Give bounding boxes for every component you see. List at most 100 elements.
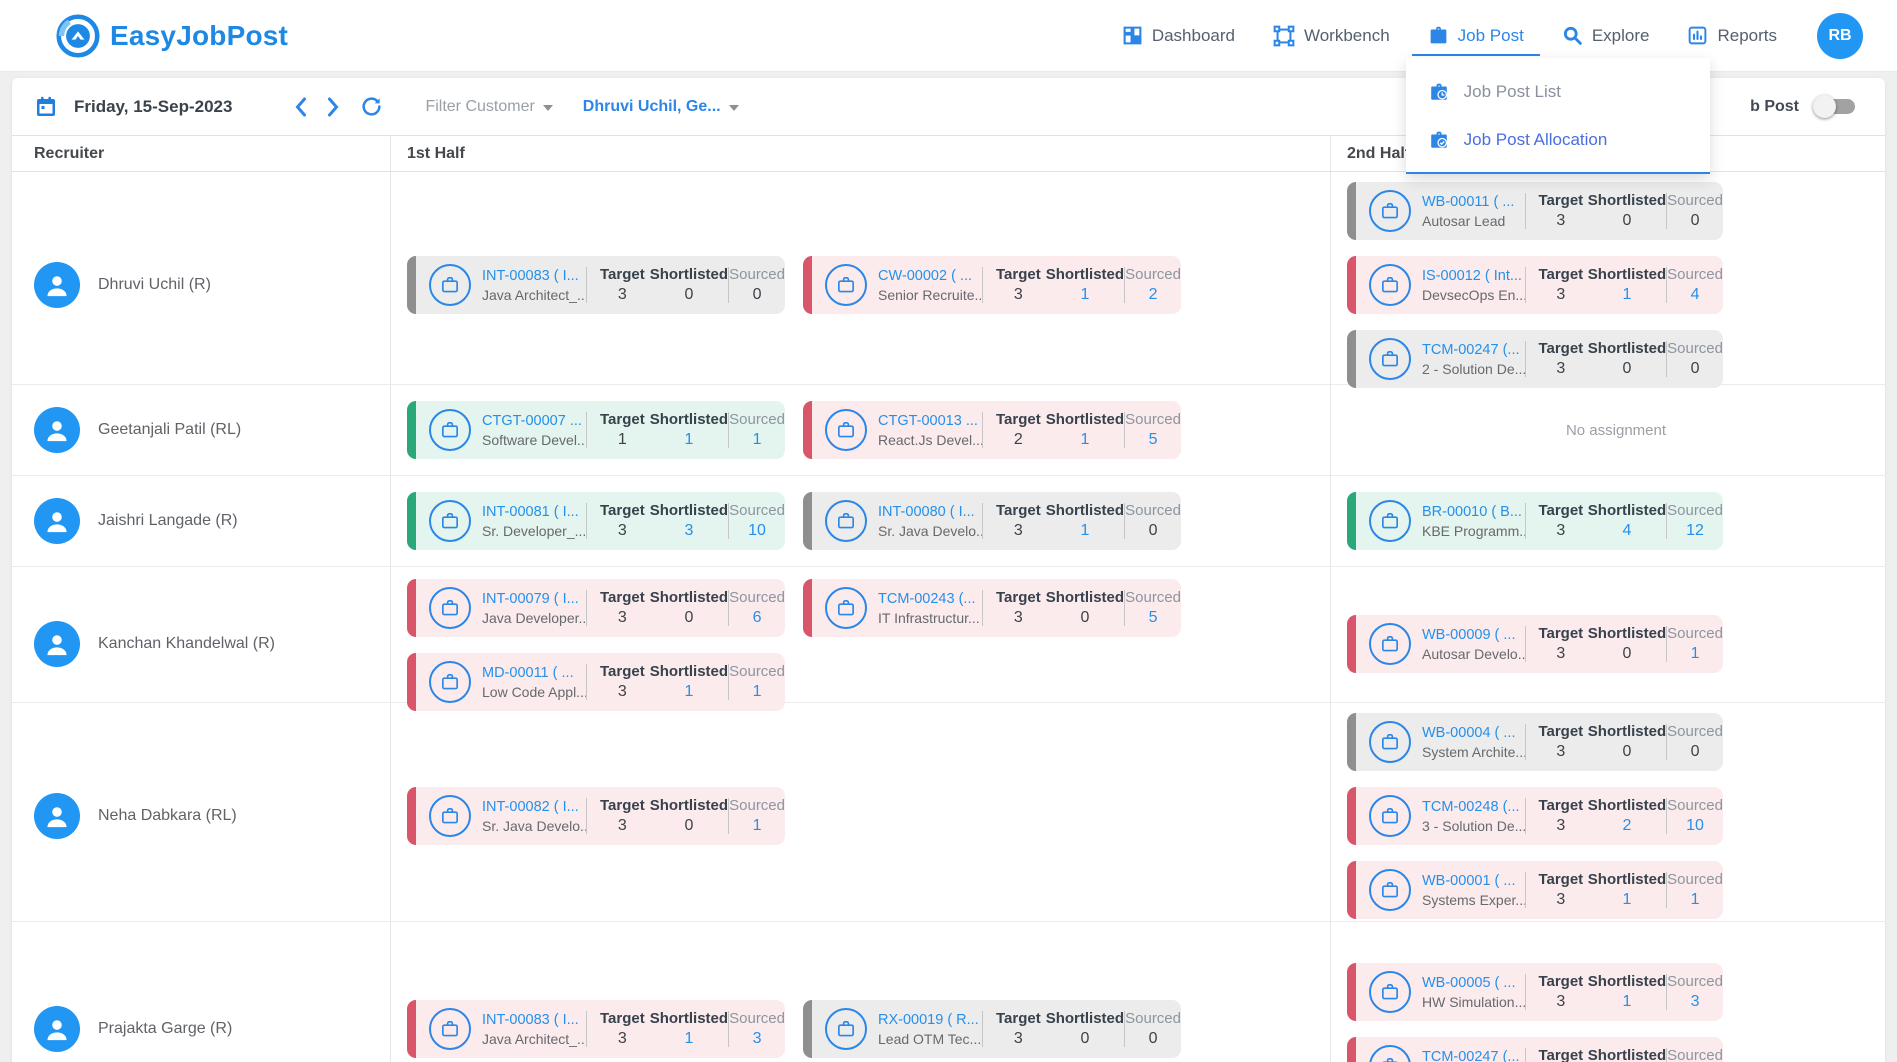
- card-slot: CW-00002 ( ... Senior Recruite... Target…: [803, 182, 1181, 388]
- job-post-id-link[interactable]: TCM-00243 (...: [878, 590, 976, 607]
- shortlisted-stat: Shortlisted 0: [1588, 625, 1666, 663]
- brand[interactable]: EasyJobPost: [56, 13, 288, 58]
- job-post-card[interactable]: CW-00002 ( ... Senior Recruite... Target…: [803, 256, 1181, 314]
- job-post-card[interactable]: TCM-00248 (... 3 - Solution De... Target…: [1347, 787, 1723, 845]
- job-post-id-link[interactable]: INT-00083 ( I...: [482, 267, 579, 284]
- job-post-id-link[interactable]: INT-00081 ( I...: [482, 503, 579, 520]
- target-stat: Target 3: [1534, 871, 1588, 909]
- job-post-titles: INT-00079 ( I... Java Developer...: [482, 591, 586, 626]
- first-half-cell: INT-00083 ( I... Java Architect_... Targ…: [390, 172, 1330, 398]
- job-post-card[interactable]: TCM-00247 (... 2 - Solution De... Target…: [1347, 330, 1723, 388]
- job-post-card[interactable]: WB-00009 ( ... Autosar Develo... Target …: [1347, 615, 1723, 673]
- job-post-id-link[interactable]: IS-00012 ( Int...: [1422, 267, 1522, 284]
- shortlisted-label: Shortlisted: [649, 502, 729, 519]
- sourced-label: Sourced: [1667, 723, 1723, 740]
- job-post-id-link[interactable]: CTGT-00007 ...: [482, 412, 582, 429]
- job-post-id-link[interactable]: INT-00080 ( I...: [878, 503, 975, 520]
- job-post-id-link[interactable]: INT-00083 ( I...: [482, 1011, 579, 1028]
- job-post-card[interactable]: BR-00010 ( B... KBE Programm... Target 3…: [1347, 492, 1723, 550]
- recruiter-cell: Dhruvi Uchil (R): [12, 172, 390, 398]
- job-post-id-link[interactable]: CTGT-00013 ...: [878, 412, 978, 429]
- shortlisted-value: 3: [684, 522, 694, 539]
- dashboard-icon: [1122, 25, 1143, 46]
- job-post-id-link[interactable]: TCM-00247 (...: [1422, 1048, 1520, 1062]
- table-body: Dhruvi Uchil (R) INT-00083 ( I... Java A…: [12, 172, 1885, 1062]
- job-post-id-link[interactable]: TCM-00247 (...: [1422, 341, 1520, 358]
- job-post-card[interactable]: CTGT-00013 ... React.Js Devel... Target …: [803, 401, 1181, 459]
- job-post-card[interactable]: WB-00001 ( ... Systems Exper... Target 3…: [1347, 861, 1723, 919]
- nav-item-reports[interactable]: Reports: [1687, 0, 1777, 72]
- shortlisted-value: 2: [1622, 817, 1632, 834]
- user-avatar[interactable]: RB: [1817, 12, 1863, 59]
- prev-day-button[interactable]: [294, 97, 307, 117]
- job-post-titles: WB-00001 ( ... Systems Exper...: [1422, 873, 1525, 908]
- menu-item-job-post-list[interactable]: Job Post List: [1406, 68, 1710, 116]
- job-post-card[interactable]: INT-00079 ( I... Java Developer... Targe…: [407, 579, 785, 637]
- job-post-card[interactable]: TCM-00243 (... IT Infrastructur... Targe…: [803, 579, 1181, 637]
- job-post-id-link[interactable]: WB-00004 ( ...: [1422, 724, 1516, 741]
- job-post-card[interactable]: INT-00081 ( I... Sr. Developer_... Targe…: [407, 492, 785, 550]
- recruiter-avatar-icon: [34, 262, 80, 308]
- job-post-card[interactable]: WB-00011 ( ... Autosar Lead Target 3 Sho…: [1347, 182, 1723, 240]
- refresh-icon[interactable]: [360, 95, 383, 118]
- filter-customer-dropdown[interactable]: Filter Customer: [425, 98, 553, 116]
- card-divider: [982, 267, 984, 303]
- job-post-id-link[interactable]: INT-00079 ( I...: [482, 590, 579, 607]
- target-stat: Target 3: [1534, 973, 1588, 1011]
- job-post-title: React.Js Devel...: [878, 431, 983, 448]
- recruiter-filter-dropdown[interactable]: Dhruvi Uchil, Ge...: [583, 98, 739, 116]
- job-post-card[interactable]: INT-00083 ( I... Java Architect_... Targ…: [407, 1000, 785, 1058]
- job-post-card[interactable]: INT-00082 ( I... Sr. Java Develo... Targ…: [407, 787, 785, 845]
- sourced-stat: Sourced 10: [1667, 797, 1723, 835]
- nav-item-dashboard[interactable]: Dashboard: [1122, 0, 1235, 72]
- shortlisted-value: 0: [1622, 645, 1632, 662]
- job-post-card[interactable]: INT-00080 ( I... Sr. Java Develo... Targ…: [803, 492, 1181, 550]
- card-divider: [1666, 1048, 1668, 1062]
- job-post-id-link[interactable]: CW-00002 ( ...: [878, 267, 973, 284]
- target-stat: Target 3: [595, 663, 650, 701]
- job-post-card[interactable]: CTGT-00007 ... Software Devel... Target …: [407, 401, 785, 459]
- shortlisted-label: Shortlisted: [1587, 625, 1667, 642]
- card-divider: [1124, 590, 1126, 626]
- job-post-card[interactable]: IS-00012 ( Int... DevsecOps En... Target…: [1347, 256, 1723, 314]
- sourced-value: 0: [1148, 522, 1158, 539]
- nav-item-explore[interactable]: Explore: [1562, 0, 1649, 72]
- card-slot: INT-00080 ( I... Sr. Java Develo... Targ…: [803, 486, 1181, 556]
- target-value: 3: [1013, 1030, 1023, 1047]
- nav-item-workbench[interactable]: Workbench: [1273, 0, 1390, 72]
- job-post-card[interactable]: INT-00083 ( I... Java Architect_... Targ…: [407, 256, 785, 314]
- job-post-id-link[interactable]: WB-00011 ( ...: [1422, 193, 1515, 210]
- calendar-icon[interactable]: [34, 95, 58, 119]
- shortlisted-value: 4: [1622, 522, 1632, 539]
- job-post-card[interactable]: TCM-00247 (... 2 - Solution De... Target…: [1347, 1037, 1723, 1062]
- next-day-button[interactable]: [327, 97, 340, 117]
- job-post-card[interactable]: RX-00019 ( R... Lead OTM Tec... Target 3…: [803, 1000, 1181, 1058]
- card-divider: [1666, 872, 1668, 908]
- job-post-id-link[interactable]: INT-00082 ( I...: [482, 798, 579, 815]
- sourced-value: 3: [1690, 993, 1700, 1010]
- job-post-card[interactable]: WB-00004 ( ... System Archite... Target …: [1347, 713, 1723, 771]
- nav-item-job-post[interactable]: Job Post Job Post List Job Post Allocati…: [1405, 0, 1710, 174]
- table-row: Neha Dabkara (RL) INT-00082 ( I... Sr. J…: [12, 703, 1885, 929]
- job-post-id-link[interactable]: WB-00009 ( ...: [1422, 626, 1516, 643]
- sourced-stat: Sourced 1: [729, 663, 785, 701]
- briefcase-icon: [825, 1008, 867, 1050]
- job-post-id-link[interactable]: BR-00010 ( B...: [1422, 503, 1522, 520]
- job-post-id-link[interactable]: TCM-00248 (...: [1422, 798, 1520, 815]
- briefcase-icon: [1369, 623, 1411, 665]
- target-value: 3: [1556, 212, 1566, 229]
- job-post-card[interactable]: WB-00005 ( ... HW Simulation... Target 3…: [1347, 963, 1723, 1021]
- job-post-id-link[interactable]: RX-00019 ( R...: [878, 1011, 979, 1028]
- target-stat: Target 3: [595, 1010, 650, 1048]
- menu-item-job-post-allocation[interactable]: Job Post Allocation: [1406, 116, 1710, 164]
- job-post-id-link[interactable]: WB-00001 ( ...: [1422, 872, 1516, 889]
- card-divider: [586, 590, 588, 626]
- job-post-card[interactable]: MD-00011 ( ... Low Code Appl... Target 3…: [407, 653, 785, 711]
- job-post-id-link[interactable]: WB-00005 ( ...: [1422, 974, 1516, 991]
- shortlisted-label: Shortlisted: [649, 663, 729, 680]
- job-post-toggle[interactable]: [1813, 95, 1855, 118]
- target-label: Target: [599, 411, 645, 428]
- job-post-toggle-wrap: b Post: [1750, 95, 1855, 118]
- brand-logo-icon: [56, 13, 100, 58]
- job-post-id-link[interactable]: MD-00011 ( ...: [482, 664, 574, 681]
